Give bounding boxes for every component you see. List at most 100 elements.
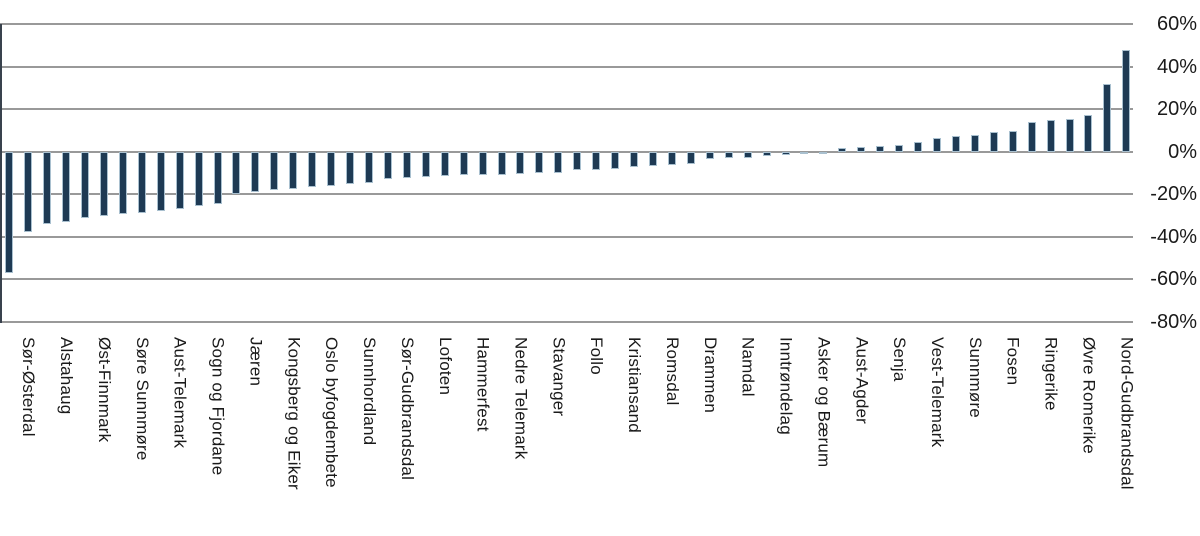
category-label: Kristiansand bbox=[625, 337, 645, 433]
category-label: Sør-Østerdal bbox=[19, 337, 39, 437]
bar bbox=[478, 151, 487, 175]
category-label: Lofoten bbox=[435, 337, 455, 396]
category-label: Drammen bbox=[700, 337, 720, 414]
category-label: Follo bbox=[587, 337, 607, 375]
bar bbox=[402, 151, 411, 179]
category-label: Alstahaug bbox=[57, 337, 77, 415]
bar bbox=[1122, 49, 1131, 152]
bar bbox=[516, 151, 525, 174]
category-label: Kongsberg og Eiker bbox=[284, 337, 304, 490]
y-axis-line bbox=[0, 24, 2, 323]
gridline bbox=[0, 193, 1133, 195]
bar bbox=[1027, 121, 1036, 152]
bar bbox=[1103, 83, 1112, 152]
bar bbox=[194, 151, 203, 206]
y-axis-tick-label: -20% bbox=[1150, 183, 1197, 205]
bar bbox=[213, 151, 222, 204]
bar bbox=[43, 151, 52, 224]
bar bbox=[497, 151, 506, 175]
bar bbox=[1008, 131, 1017, 152]
gridline bbox=[0, 108, 1133, 110]
bar bbox=[251, 151, 260, 192]
bar bbox=[724, 151, 733, 158]
gridline bbox=[0, 150, 1133, 153]
bar bbox=[649, 151, 658, 167]
category-label: Sunnhordland bbox=[360, 337, 380, 446]
bar bbox=[1084, 115, 1093, 152]
bar bbox=[327, 151, 336, 186]
bar bbox=[819, 151, 828, 154]
bar bbox=[989, 132, 998, 152]
bar bbox=[175, 151, 184, 209]
bar bbox=[933, 137, 942, 152]
bar bbox=[762, 151, 771, 156]
bar bbox=[346, 151, 355, 185]
bar bbox=[857, 147, 866, 152]
bar bbox=[667, 151, 676, 166]
bar bbox=[895, 145, 904, 152]
category-label: Sunnmøre bbox=[965, 337, 985, 418]
gridline bbox=[0, 65, 1133, 68]
category-label: Ringerike bbox=[1041, 337, 1061, 411]
bar bbox=[118, 151, 127, 215]
category-label: Øvre Romerike bbox=[1079, 337, 1099, 454]
bar bbox=[5, 151, 14, 273]
bar bbox=[838, 148, 847, 152]
bar bbox=[81, 151, 90, 219]
gridline bbox=[0, 320, 1133, 323]
bar bbox=[308, 151, 317, 187]
category-label: Hammerfest bbox=[473, 337, 493, 432]
category-label: Senja bbox=[890, 337, 910, 382]
bar bbox=[1046, 119, 1055, 152]
category-label: Romsdal bbox=[662, 337, 682, 406]
category-label: Øst-Finnmark bbox=[94, 337, 114, 443]
category-label: Stavanger bbox=[549, 337, 569, 417]
bar bbox=[289, 151, 298, 189]
category-label: Jæren bbox=[246, 337, 266, 387]
bar bbox=[383, 151, 392, 180]
category-label: Oslo byfogdembete bbox=[322, 337, 342, 488]
bar bbox=[535, 151, 544, 173]
bar bbox=[686, 151, 695, 165]
category-label: Sogn og Fjordane bbox=[208, 337, 228, 476]
bar bbox=[99, 151, 108, 217]
y-axis-tick-label: 60% bbox=[1156, 13, 1197, 35]
category-label: Inntrøndelag bbox=[776, 337, 796, 435]
category-label: Vest-Telemark bbox=[928, 337, 948, 448]
bar bbox=[951, 135, 960, 152]
bar bbox=[459, 151, 468, 175]
y-axis-tick-label: 20% bbox=[1156, 98, 1197, 120]
y-axis-tick-label: -60% bbox=[1150, 268, 1197, 290]
bar bbox=[630, 151, 639, 168]
bar bbox=[554, 151, 563, 173]
y-axis-tick-label: 40% bbox=[1156, 55, 1197, 78]
bar bbox=[270, 151, 279, 190]
bar bbox=[573, 151, 582, 170]
bar bbox=[137, 151, 146, 214]
bar bbox=[232, 151, 241, 194]
gridline bbox=[0, 235, 1133, 238]
category-label: Søre Sunnmøre bbox=[132, 337, 152, 461]
bar bbox=[705, 151, 714, 159]
bar bbox=[421, 151, 430, 177]
y-axis-tick-label: -80% bbox=[1150, 310, 1197, 333]
bar bbox=[62, 151, 71, 222]
category-label: Namdal bbox=[738, 337, 758, 397]
bar bbox=[781, 151, 790, 155]
gridline bbox=[0, 23, 1133, 25]
bar bbox=[970, 134, 979, 152]
category-label: Aust-Telemark bbox=[170, 337, 190, 449]
bar bbox=[440, 151, 449, 176]
y-axis-tick-label: 0% bbox=[1168, 140, 1197, 163]
bar bbox=[156, 151, 165, 211]
category-label: Fosen bbox=[1003, 337, 1023, 386]
bar bbox=[24, 151, 33, 233]
category-label: Sør-Gudbrandsdal bbox=[397, 337, 417, 481]
y-axis-tick-label: -40% bbox=[1150, 225, 1197, 248]
category-label: Nedre Telemark bbox=[511, 337, 531, 460]
category-label: Asker og Bærum bbox=[814, 337, 834, 468]
bar bbox=[611, 151, 620, 169]
bar bbox=[914, 141, 923, 152]
